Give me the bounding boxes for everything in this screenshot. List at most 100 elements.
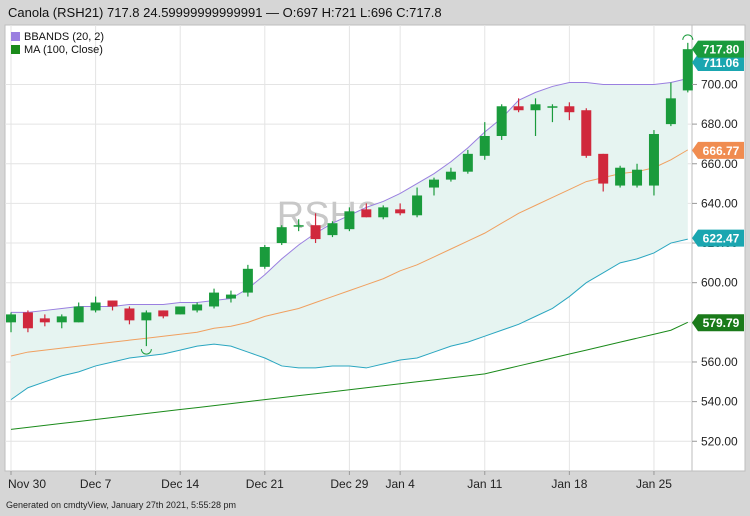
candle-body — [293, 225, 304, 227]
y-tick-label: 600.00 — [701, 276, 738, 290]
candle-body — [6, 314, 16, 323]
price-badge-shape — [692, 40, 744, 58]
candle-body — [564, 106, 575, 113]
candle — [530, 98, 541, 137]
generated-footer: Generated on cmdtyView, January 27th 202… — [6, 500, 236, 510]
legend: BBANDS (20, 2)MA (100, Close) — [11, 31, 104, 56]
chart-header-title: Canola (RSH21) 717.8 24.59999999999991 —… — [8, 5, 442, 20]
x-axis-ticks: Nov 30 Dec 7 Dec 14 Dec 21 Dec 29 Jan 4 Jan 11… — [8, 471, 672, 491]
x-tick-label: Dec 14 — [161, 477, 199, 491]
candle-body — [73, 306, 84, 323]
candle-body — [242, 268, 253, 293]
price-badge-ma100: 579.79 — [692, 314, 744, 332]
candle — [293, 219, 304, 232]
candle — [682, 42, 693, 93]
candle-body — [412, 195, 423, 216]
candle-body — [530, 104, 541, 111]
candle — [378, 205, 389, 220]
candle-body — [56, 316, 67, 323]
candle — [225, 290, 236, 303]
candle — [665, 82, 676, 127]
candle-body — [192, 304, 203, 311]
candle-body — [581, 110, 592, 156]
price-badge-middle: 666.77 — [692, 141, 744, 159]
price-badge-label: 622.47 — [703, 232, 740, 246]
x-tick-label: Jan 25 — [636, 477, 672, 491]
candle — [344, 207, 355, 232]
candle-body — [513, 106, 524, 111]
y-tick-label: 540.00 — [701, 395, 738, 409]
candle-body — [445, 171, 456, 180]
candle — [598, 153, 609, 192]
candle-body — [361, 209, 372, 218]
candle — [564, 102, 575, 121]
candle-body — [276, 227, 287, 244]
candle-body — [22, 312, 33, 329]
candle — [513, 98, 524, 113]
price-badge-label: 711.06 — [703, 56, 739, 70]
candle — [581, 108, 592, 158]
ma100-line — [10, 321, 689, 430]
candle — [429, 177, 439, 196]
candle-body — [547, 106, 558, 108]
bbands-lower-line — [10, 238, 688, 401]
bollinger-bands — [10, 78, 689, 401]
legend-swatch — [11, 45, 20, 54]
candle-body — [107, 300, 118, 307]
candle-body — [615, 167, 626, 186]
candle-body — [90, 302, 101, 311]
x-tick-label: Jan 4 — [385, 477, 415, 491]
price-badge-label: 666.77 — [703, 144, 740, 158]
bbands-middle-line — [10, 149, 689, 357]
candle — [22, 310, 33, 333]
legend-label: BBANDS (20, 2) — [24, 31, 104, 43]
candle-body — [225, 294, 236, 299]
y-tick-label: 660.00 — [701, 157, 738, 171]
candle-body — [598, 153, 609, 184]
y-tick-label: 560.00 — [701, 355, 738, 369]
candle-body — [429, 179, 439, 188]
pivot-markers — [140, 34, 694, 355]
candle — [479, 122, 490, 160]
candle — [310, 213, 321, 244]
candle — [648, 130, 659, 196]
moving-average-100 — [10, 321, 689, 430]
candle-body — [310, 225, 321, 240]
candle — [361, 203, 372, 218]
price-badge-label: 717.80 — [703, 43, 740, 57]
candle — [209, 288, 220, 309]
candle-body — [158, 310, 169, 317]
x-tick-label: Jan 18 — [551, 477, 587, 491]
y-tick-label: 520.00 — [701, 434, 738, 448]
candle-body — [665, 98, 676, 125]
candle-body — [327, 223, 338, 236]
x-tick-label: Nov 30 — [8, 477, 46, 491]
candle — [175, 306, 186, 315]
candle-body — [175, 306, 186, 315]
candle — [56, 314, 67, 329]
candle-body — [344, 211, 355, 230]
candle — [141, 310, 152, 347]
x-tick-label: Jan 11 — [467, 477, 502, 491]
candle-body — [124, 308, 135, 321]
candle — [259, 245, 270, 269]
candle-body — [378, 207, 389, 218]
candle — [496, 104, 507, 140]
candle-body — [479, 136, 490, 156]
candle — [124, 306, 135, 325]
price-badge-lower: 622.47 — [692, 229, 744, 247]
candle — [547, 104, 558, 123]
price-badge-shape — [692, 141, 744, 159]
candle-body — [648, 134, 659, 186]
price-badge-label: 579.79 — [703, 316, 740, 330]
x-tick-label: Dec 29 — [330, 477, 368, 491]
y-tick-label: 640.00 — [701, 196, 738, 210]
price-badges: 711.06 666.77 622.47 579.79 717.80 — [692, 40, 744, 332]
legend-swatch — [11, 32, 20, 41]
candle — [615, 165, 626, 188]
candle-body — [141, 312, 152, 321]
candle — [462, 149, 473, 174]
candle — [158, 310, 169, 319]
